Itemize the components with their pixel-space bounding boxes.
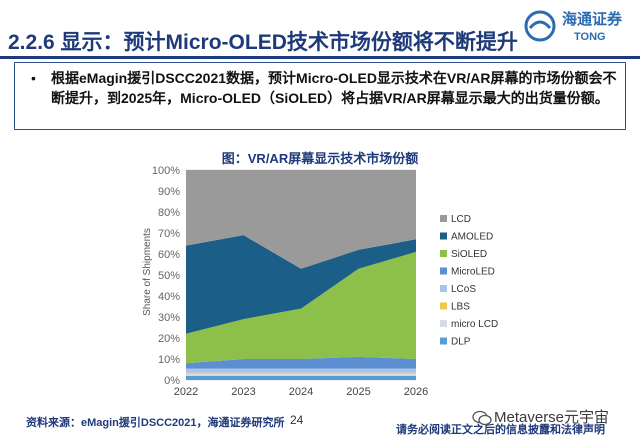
y-tick-label: 80% [158,207,180,219]
area-series [186,170,416,380]
logo-emblem-icon [524,10,556,42]
area-amoled [186,235,416,334]
bullet-marker: • [31,70,36,86]
x-axis-ticks: 2022 2023 2024 2025 2026 [174,386,428,398]
legend-item: AMOLED [440,232,493,243]
legend-swatch [440,267,447,275]
watermark-text: Metaverse元宇宙 [494,409,610,426]
summary-text: 根据eMagin援引DSCC2021数据，预计Micro-OLED显示技术在VR… [51,70,617,106]
x-tick-label: 2024 [289,386,313,398]
legend-item: LBS [440,302,470,313]
legend-item: LCoS [440,284,476,295]
chart-title: 图：VR/AR屏幕显示技术市场份额 [221,151,419,166]
area-sioled [186,251,416,364]
legend-item: LCD [440,214,471,225]
wechat-icon [472,410,492,426]
y-tick-label: 20% [158,333,180,345]
legend-swatch [440,320,447,327]
legend-swatch [440,232,447,240]
y-tick-label: 30% [158,312,180,324]
legend-label: DLP [451,337,471,348]
legend-swatch [440,250,447,257]
legend-label: SiOLED [451,249,487,260]
legend-label: LCoS [451,284,476,295]
y-axis-label: Share of Shipments [142,228,153,316]
y-tick-label: 100% [152,165,180,177]
logo-subtext: TONG [574,31,606,43]
legend-label: MicroLED [451,267,495,278]
legend-label: AMOLED [451,232,493,243]
y-tick-label: 40% [158,291,180,303]
x-tick-label: 2023 [231,386,255,398]
legend-item: DLP [440,337,471,348]
legend-label: LCD [451,214,471,225]
y-axis-ticks: 0% 10% 20% 30% 40% 50% 60% 70% 80% 90% 100% [152,165,180,387]
y-tick-label: 10% [158,354,180,366]
legend-swatch [440,302,447,310]
title-divider [0,56,640,59]
area-lcd [186,170,416,269]
page-number: 24 [290,413,304,427]
summary-callout: • 根据eMagin援引DSCC2021数据，预计Micro-OLED显示技术在… [14,62,626,130]
page-title: 2.2.6 显示：预计Micro-OLED技术市场份额将不断提升 [8,31,518,54]
legend-label: LBS [451,302,470,313]
legend-swatch [440,215,447,222]
area-micro-lcd [186,373,416,376]
legend-item: micro LCD [440,319,498,330]
source-note: 资料来源：eMagin援引DSCC2021，海通证券研究所 [26,417,285,429]
legend-label: micro LCD [451,319,498,330]
area-lbs [186,372,416,374]
logo-text: 海通证券 [562,10,623,28]
y-tick-label: 60% [158,249,180,261]
y-tick-label: 90% [158,186,180,198]
y-tick-label: 0% [164,375,180,387]
disclaimer-note: 请务必阅读正文之后的信息披露和法律声明 [396,424,605,436]
y-tick-label: 50% [158,270,180,282]
haitong-logo: 海通证券 TONG [522,6,636,46]
area-dlp [186,375,416,380]
x-tick-label: 2025 [346,386,370,398]
area-lcos [186,368,416,373]
legend-swatch [440,337,447,345]
legend-item: SiOLED [440,249,487,260]
y-tick-label: 70% [158,228,180,240]
legend-item: MicroLED [440,267,495,278]
x-tick-label: 2026 [404,386,428,398]
x-tick-label: 2022 [174,386,198,398]
area-microled [186,356,416,369]
chart-legend: LCD AMOLED SiOLED MicroLED LCoS LBS micro LCD D… [440,214,498,348]
legend-swatch [440,285,447,292]
